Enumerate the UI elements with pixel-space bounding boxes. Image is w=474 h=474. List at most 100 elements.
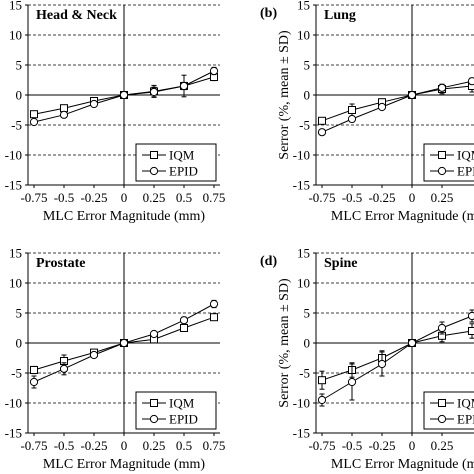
panel-label: (d)	[260, 254, 277, 269]
data-point-circle	[317, 128, 327, 137]
x-tick-label: -0.5	[342, 438, 363, 453]
legend-label: EPID	[457, 412, 474, 427]
chart-panel-2: -15 -10 -5 0 5 10 15 -0.75 -0.5 -0.25 0 0.25 MLC Err…	[260, 0, 474, 224]
panel-title: Head & Neck	[36, 8, 117, 23]
legend-marker-circle	[437, 166, 447, 176]
data-point-square	[318, 116, 326, 125]
chart-panel-4: -15 -10 -5 0 5 10 15 -0.75 -0.5 -0.25 0 0.25 MLC Err…	[260, 246, 474, 472]
y-tick-label: 5	[16, 58, 23, 73]
data-point-square	[30, 366, 38, 374]
panel-title: Prostate	[36, 256, 86, 271]
y-tick-label: -5	[11, 118, 22, 133]
x-tick-label: -0.5	[54, 190, 75, 205]
series-line	[321, 314, 474, 401]
legend-box	[423, 391, 474, 430]
y-tick-label: -15	[5, 426, 22, 441]
x-axis-label: MLC Error Magnitude (mm)	[43, 209, 205, 224]
panel-title: Spine	[324, 256, 357, 271]
y-tick-label: 10	[9, 276, 22, 291]
data-point-circle	[89, 99, 99, 109]
data-point-circle	[347, 114, 357, 124]
x-tick-label: -0.75	[308, 190, 335, 205]
legend-label: EPID	[169, 412, 198, 427]
legend-label: IQM	[457, 148, 474, 163]
x-tick-label: 0.25	[143, 190, 166, 205]
data-point-square	[468, 327, 474, 335]
y-tick-label: -5	[299, 366, 310, 381]
data-point-circle	[407, 338, 417, 348]
data-point-square	[30, 110, 38, 119]
data-point-square	[210, 313, 218, 322]
panel-title-background	[322, 7, 358, 24]
legend-box	[135, 391, 217, 430]
x-tick-label: 0	[121, 438, 128, 453]
x-tick-label: -0.75	[20, 190, 47, 205]
legend-marker-circle	[149, 166, 159, 176]
data-point-circle	[149, 329, 159, 339]
data-point-square	[180, 324, 188, 332]
legend-label: IQM	[169, 148, 195, 163]
data-point-circle	[119, 338, 129, 348]
series-line	[321, 85, 474, 122]
y-tick-label: 10	[297, 276, 310, 291]
series-epid	[29, 299, 219, 389]
legend-marker-square	[150, 151, 158, 159]
series-epid	[317, 309, 474, 407]
legend-box	[423, 143, 474, 182]
panel-title-background	[322, 255, 360, 272]
data-point-circle	[377, 359, 387, 369]
x-tick-label: 0.25	[431, 190, 454, 205]
x-axis-label: MLC Error Magnitude (mm)	[331, 457, 474, 472]
x-tick-label: 0.25	[431, 438, 454, 453]
y-tick-label: -5	[299, 118, 310, 133]
x-tick-label: -0.25	[80, 190, 107, 205]
y-tick-label: 0	[304, 88, 311, 103]
x-tick-label: -0.75	[308, 438, 335, 453]
x-tick-label: 0	[121, 190, 128, 205]
y-tick-label: 0	[16, 336, 23, 351]
data-point-square	[60, 104, 68, 113]
x-tick-label: 0.25	[143, 438, 166, 453]
x-tick-label: -0.5	[342, 190, 363, 205]
data-point-circle	[347, 377, 357, 387]
data-point-circle	[59, 364, 69, 373]
legend-label: EPID	[457, 164, 474, 179]
panel-label: (b)	[260, 6, 277, 21]
legend-marker-circle	[437, 414, 447, 424]
legend-marker-square	[150, 399, 158, 407]
data-point-circle	[29, 117, 39, 127]
y-axis-label: Serror (%, mean ± SD)	[277, 30, 292, 160]
data-point-circle	[209, 66, 219, 76]
series-iqm	[318, 79, 474, 125]
y-tick-label: -10	[293, 396, 310, 411]
chart-panel-1: -15 -10 -5 0 5 10 15 -0.75 -0.5 -0.25 0 0.25 0.5 0.75…	[5, 0, 226, 224]
x-tick-label: 0	[409, 190, 416, 205]
y-tick-label: -10	[5, 396, 22, 411]
data-point-circle	[149, 87, 159, 97]
series-epid	[29, 66, 219, 127]
y-tick-label: 15	[9, 0, 22, 13]
data-point-circle	[467, 77, 474, 86]
y-tick-label: 5	[304, 58, 311, 73]
data-point-circle	[179, 316, 189, 325]
y-tick-label: 10	[9, 28, 22, 43]
legend-marker-square	[438, 399, 446, 407]
y-tick-label: -10	[293, 148, 310, 163]
chart-panel-3: -15 -10 -5 0 5 10 15 -0.75 -0.5 -0.25 0 0.25 0.5 0.75…	[5, 246, 226, 473]
data-point-circle	[437, 323, 447, 333]
x-tick-label: -0.25	[368, 190, 395, 205]
y-tick-label: 10	[297, 28, 310, 43]
x-axis-label: MLC Error Magnitude (mm)	[331, 209, 474, 224]
data-point-circle	[179, 81, 189, 91]
y-tick-label: -10	[5, 148, 22, 163]
y-tick-label: -15	[293, 178, 310, 193]
y-tick-label: 0	[16, 88, 23, 103]
data-point-circle	[119, 90, 129, 100]
y-tick-label: 0	[304, 336, 311, 351]
y-tick-label: -15	[293, 426, 310, 441]
data-point-square	[318, 376, 326, 385]
